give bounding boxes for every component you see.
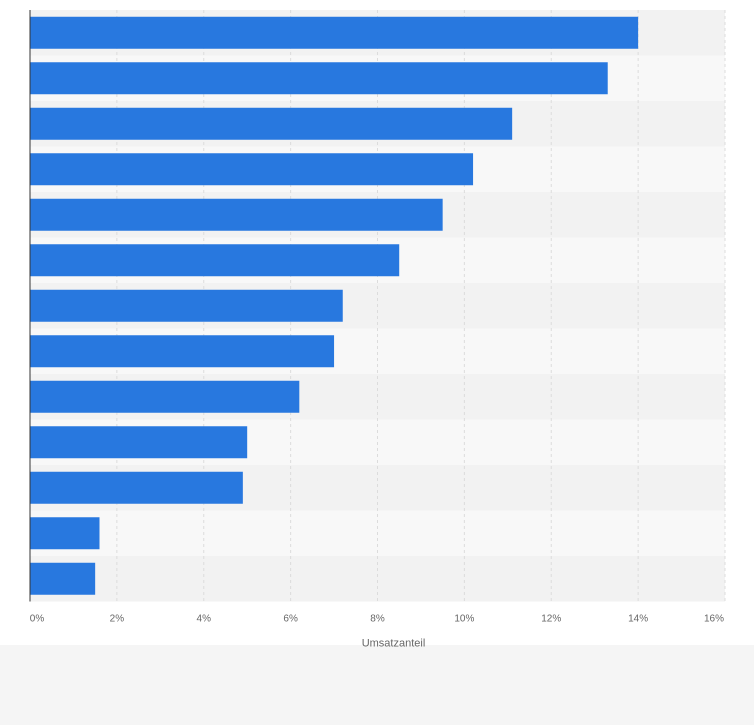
bar[interactable]	[30, 62, 608, 95]
x-tick-label: 10%	[454, 614, 474, 625]
bar[interactable]	[30, 153, 474, 186]
bar[interactable]	[30, 16, 639, 49]
x-tick-label: 16%	[704, 614, 724, 625]
x-tick-label: 6%	[283, 614, 298, 625]
x-tick-label: 0%	[30, 614, 45, 625]
bar[interactable]	[30, 107, 513, 140]
bars	[30, 16, 639, 595]
bar[interactable]	[30, 335, 335, 368]
x-axis-label: Umsatzanteil	[362, 638, 426, 650]
x-tick-label: 14%	[628, 614, 648, 625]
bar[interactable]	[30, 289, 343, 322]
bar[interactable]	[30, 562, 96, 595]
x-tick-label: 2%	[110, 614, 125, 625]
bar[interactable]	[30, 426, 248, 459]
x-tick-label: 12%	[541, 614, 561, 625]
x-tick-label: 8%	[370, 614, 385, 625]
x-tick-labels: 0% 2% 4% 6% 8% 10% 12% 14% 16%	[30, 614, 724, 625]
bar[interactable]	[30, 471, 243, 504]
x-tick-label: 4%	[197, 614, 212, 625]
bar[interactable]	[30, 198, 443, 231]
bar[interactable]	[30, 244, 400, 277]
bar[interactable]	[30, 380, 300, 413]
bar[interactable]	[30, 517, 100, 550]
